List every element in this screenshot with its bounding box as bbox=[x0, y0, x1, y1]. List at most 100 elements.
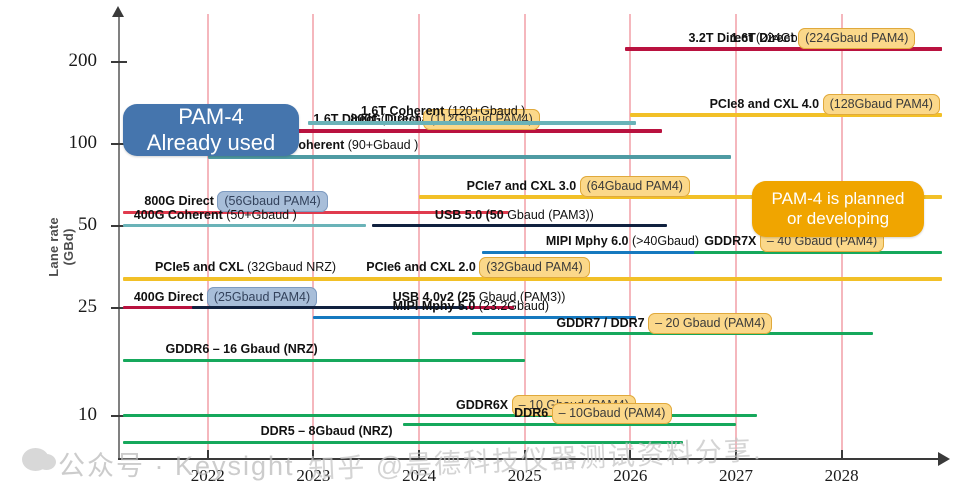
bar-label-rate: (90+Gbaud ) bbox=[347, 138, 419, 153]
bar-label-name: GDDR7 / DDR7 bbox=[556, 315, 649, 330]
bar-1-6t-coherent bbox=[308, 120, 636, 125]
gridline-2024 bbox=[418, 14, 421, 458]
bar-label: 400G Direct (25Gbaud PAM4) bbox=[133, 286, 318, 308]
x-tick-label: 2027 bbox=[719, 466, 753, 485]
y-tick-label: 10 bbox=[78, 403, 97, 425]
y-tick bbox=[111, 142, 127, 145]
bar-label-rate: (>40Gbaud) bbox=[631, 234, 700, 249]
bar-800g-coherent bbox=[207, 154, 731, 159]
bar-label-name: DDR5 – 8Gbaud (NRZ) bbox=[260, 424, 393, 439]
callout-planned-line1: PAM-4 is planned bbox=[771, 188, 905, 208]
bar-800g-direct bbox=[123, 210, 509, 214]
bar-label: USB 4.0v2 (25 Gbaud (PAM3)) bbox=[392, 289, 566, 304]
bar-gddr6x bbox=[123, 414, 758, 418]
bar-label-name: 800G Direct bbox=[144, 194, 218, 209]
bar-label: GDDR7 / DDR7 – 20 Gbaud (PAM4) bbox=[556, 312, 773, 334]
bar-gddr7-ddr7 bbox=[471, 332, 874, 336]
y-axis-arrow bbox=[112, 6, 124, 17]
x-tick bbox=[418, 450, 421, 460]
bar-label-name: PCIe8 and CXL 4.0 bbox=[709, 96, 823, 111]
bar-usb-5-0-50 bbox=[371, 224, 668, 228]
bar-label-rate: (224Gbaud PAM4) bbox=[798, 27, 916, 49]
bar-mipi-mphy-5-0 bbox=[313, 315, 636, 319]
bar-label-name: 3.2T Direct bbox=[688, 30, 756, 45]
bar-label: DDR5 – 8Gbaud (NRZ) bbox=[261, 425, 393, 438]
bar-label-name: GDDR7X bbox=[704, 234, 760, 249]
bar-label-name: PCIe7 and CXL 3.0 bbox=[466, 178, 580, 193]
bar-label-name: 400G Direct bbox=[133, 289, 207, 304]
bar-label: PCIe7 and CXL 3.0 (64Gbaud PAM4) bbox=[466, 175, 690, 197]
bar-label-name: PCIe5 and CXL bbox=[154, 260, 248, 275]
bar-label: 400G Coherent (50+Gbaud ) bbox=[134, 207, 297, 222]
callout-planned-line2: or developing bbox=[786, 209, 890, 228]
bar-label: 1.6T Direct (224Gbaud PAM4) bbox=[730, 27, 916, 49]
callout-pam4-planned: PAM-4 is planned or developing bbox=[752, 181, 924, 237]
bar-label-rate: Gbaud (PAM3)) bbox=[507, 207, 594, 222]
bar-label-rate: (25Gbaud PAM4) bbox=[206, 286, 318, 308]
gridline-2027 bbox=[735, 14, 737, 458]
bar-400g-coherent bbox=[123, 224, 367, 228]
x-tick bbox=[523, 450, 526, 460]
bar-label: DDR6 – 10Gbaud (PAM4) bbox=[514, 403, 673, 425]
bar-label-rate: (120+Gbaud ) bbox=[447, 104, 526, 119]
y-tick bbox=[111, 306, 127, 309]
bar-label-rate: (50+Gbaud ) bbox=[226, 207, 297, 222]
bar-label-name: USB 5.0 (50 bbox=[434, 207, 508, 222]
bar-label: PCIe8 and CXL 4.0 (128Gbaud PAM4) bbox=[709, 93, 940, 115]
gridline-2025 bbox=[523, 14, 526, 458]
bar-label: 800G Direct (56Gbaud PAM4) bbox=[144, 191, 328, 213]
bar-label-name: DDR6 bbox=[514, 406, 552, 421]
bar-label: PCIe5 and CXL (32Gbaud NRZ) bbox=[155, 261, 336, 274]
x-tick bbox=[735, 450, 737, 460]
bar-label-rate: (32Gbaud NRZ) bbox=[247, 260, 337, 275]
bar-label: 1.6T Coherent (120+Gbaud ) bbox=[361, 105, 525, 118]
bar-label: GDDR6 – 16 Gbaud (NRZ) bbox=[166, 343, 318, 356]
bar-label-rate: (32Gbaud PAM4) bbox=[479, 257, 590, 279]
bar-label: PCIe6 and CXL 2.0 (32Gbaud PAM4) bbox=[366, 257, 590, 279]
bar-ddr6 bbox=[403, 422, 736, 426]
y-tick bbox=[111, 224, 127, 227]
x-tick bbox=[840, 450, 843, 460]
gridline-2023 bbox=[312, 14, 315, 458]
bar-label-rate: (128Gbaud PAM4) bbox=[822, 93, 940, 115]
x-tick-label: 2026 bbox=[613, 466, 648, 485]
bar-label-rate: – 10Gbaud (PAM4) bbox=[551, 403, 673, 425]
y-tick bbox=[111, 414, 127, 417]
bar-label-rate: (23.2Gbaud) bbox=[478, 299, 549, 314]
gridline-2026 bbox=[629, 14, 632, 458]
y-tick-label: 100 bbox=[68, 131, 98, 153]
x-tick bbox=[206, 450, 209, 460]
bar-1-6t-direct bbox=[714, 47, 942, 52]
bar-label-name: 1.6T Coherent bbox=[360, 104, 448, 119]
x-tick-label: 2022 bbox=[190, 466, 225, 485]
bar-usb-4-0v2-25 bbox=[191, 306, 467, 310]
bar-label-rate: (64Gbaud PAM4) bbox=[579, 175, 690, 197]
bar-gddr7x bbox=[693, 250, 942, 254]
x-tick-label: 2028 bbox=[824, 466, 859, 485]
x-tick bbox=[629, 450, 632, 460]
bar-label-name: GDDR6X bbox=[456, 397, 512, 412]
x-tick-label: 2023 bbox=[296, 466, 331, 485]
x-tick bbox=[312, 450, 315, 460]
bar-pcie5-and-cxl bbox=[123, 276, 457, 281]
bar-label-rate: (56Gbaud PAM4) bbox=[217, 191, 328, 213]
y-tick-label: 200 bbox=[68, 49, 98, 71]
bar-pcie8-and-cxl-4-0 bbox=[630, 113, 942, 118]
bar-ddr5-8gbaud-nrz bbox=[123, 440, 684, 444]
bar-label: MIPI Mphy 5.0 (23.2Gbaud) bbox=[393, 300, 549, 313]
callout-pam4-already-used: PAM-4 Already used bbox=[123, 104, 299, 156]
bar-label-name: MIPI Mphy 5.0 bbox=[392, 299, 479, 314]
wechat-logo-icon bbox=[22, 448, 56, 471]
x-axis-line bbox=[118, 458, 942, 460]
bar-label: MIPI Mphy 6.0 (>40Gbaud) bbox=[546, 235, 699, 248]
bar-label-name: 1.6T Direct bbox=[730, 30, 799, 45]
callout-used-line1: PAM-4 bbox=[178, 104, 244, 130]
bar-800g-direct bbox=[297, 128, 631, 133]
bar-label-name: USB 4.0v2 (25 bbox=[392, 289, 479, 304]
bar-pcie7-and-cxl-3-0 bbox=[419, 195, 942, 200]
bar-label-name: GDDR6 – 16 Gbaud (NRZ) bbox=[165, 342, 318, 357]
y-axis-line bbox=[118, 14, 120, 458]
bar-label-name: PCIe6 and CXL 2.0 bbox=[366, 260, 480, 275]
x-axis-arrow bbox=[938, 452, 950, 466]
